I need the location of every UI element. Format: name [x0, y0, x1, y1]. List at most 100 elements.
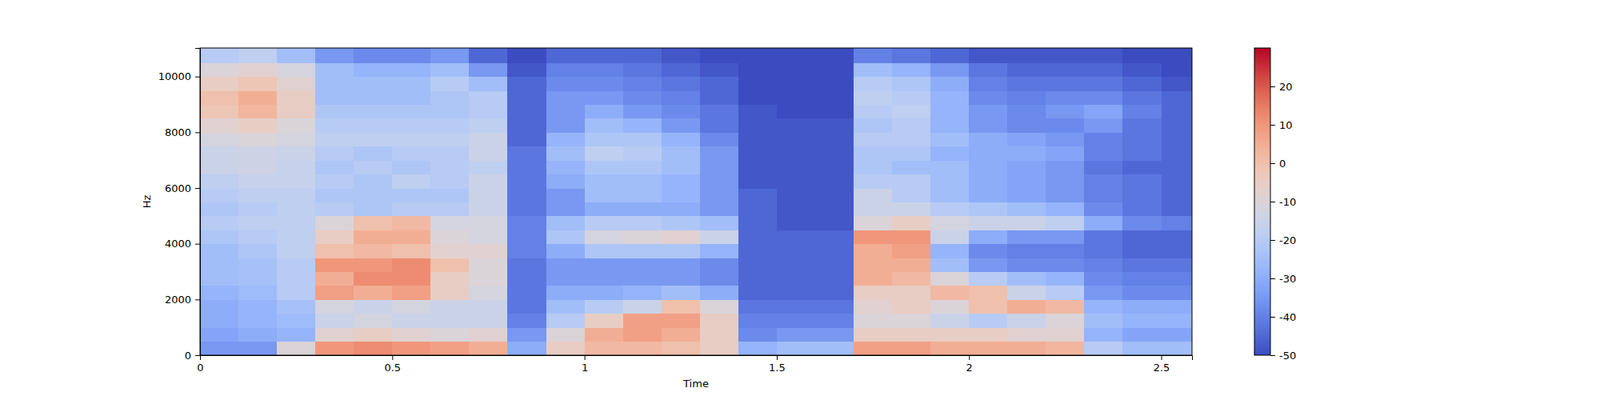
plot-frame — [200, 48, 1192, 356]
cell — [661, 341, 701, 356]
cell — [661, 313, 701, 328]
cell — [776, 272, 816, 287]
cell — [238, 48, 278, 64]
cell — [315, 48, 355, 64]
cell — [200, 48, 240, 64]
cell — [392, 257, 432, 272]
cell — [392, 62, 432, 77]
cell — [776, 160, 816, 175]
tick: 0 — [196, 355, 204, 374]
cell — [892, 48, 932, 64]
cell — [661, 90, 701, 105]
cell — [776, 313, 816, 328]
cell — [1161, 201, 1192, 216]
cell — [392, 104, 432, 120]
cell — [661, 216, 701, 231]
cell — [1084, 62, 1124, 77]
cell — [200, 272, 240, 287]
cell — [623, 272, 663, 287]
cell — [1007, 299, 1047, 314]
cell — [738, 188, 778, 203]
cell — [276, 62, 316, 77]
cell — [776, 188, 816, 203]
cell — [353, 174, 393, 189]
cell — [507, 272, 547, 287]
cell — [968, 272, 1008, 287]
cell — [276, 216, 316, 231]
cell — [200, 299, 240, 314]
cell — [623, 313, 663, 328]
cell — [1084, 244, 1124, 259]
cell — [738, 313, 778, 328]
cell — [815, 341, 855, 356]
cell — [238, 272, 278, 287]
cell — [584, 257, 624, 272]
x-axis: 00.511.522.5 — [196, 355, 1192, 374]
cell — [276, 146, 316, 161]
cell — [507, 146, 547, 161]
cell — [700, 132, 740, 147]
cell — [430, 90, 470, 105]
cell — [546, 229, 586, 244]
cell — [661, 132, 701, 147]
cell — [392, 272, 432, 287]
cell — [200, 146, 240, 161]
cell — [700, 174, 740, 189]
cell — [546, 90, 586, 105]
cell — [738, 160, 778, 175]
cell — [700, 104, 740, 120]
cell — [468, 90, 508, 105]
cell — [1084, 76, 1124, 92]
cell — [353, 48, 393, 64]
cell — [200, 118, 240, 133]
cell — [1007, 257, 1047, 272]
cell — [200, 174, 240, 189]
cell — [430, 104, 470, 120]
tick: 8000 — [164, 126, 200, 139]
cell — [276, 272, 316, 287]
cell — [815, 244, 855, 259]
cell — [238, 341, 278, 356]
cell — [1161, 216, 1192, 231]
tick-label: 0 — [1279, 157, 1286, 170]
cell — [507, 62, 547, 77]
cell — [930, 62, 970, 77]
cell — [1084, 174, 1124, 189]
cell — [623, 188, 663, 203]
cell — [892, 285, 932, 300]
cell — [1122, 313, 1162, 328]
cell — [315, 244, 355, 259]
cell — [238, 132, 278, 147]
cell — [353, 62, 393, 77]
cell — [738, 244, 778, 259]
cell — [392, 244, 432, 259]
cell — [392, 313, 432, 328]
cell — [392, 90, 432, 105]
cell — [968, 90, 1008, 105]
cell — [853, 313, 893, 328]
cell — [1161, 285, 1192, 300]
tick-mark — [1270, 163, 1276, 164]
cell — [276, 341, 316, 356]
cell — [776, 48, 816, 64]
cell — [738, 272, 778, 287]
cell — [430, 244, 470, 259]
cell — [276, 188, 316, 203]
cell — [468, 118, 508, 133]
tick-label: 1.5 — [768, 361, 786, 374]
cell — [546, 76, 586, 92]
tick: 0.5 — [384, 355, 401, 374]
cell — [468, 174, 508, 189]
tick: 10000 — [158, 70, 200, 83]
cell — [468, 132, 508, 147]
cell — [1045, 327, 1085, 342]
tick-label: -30 — [1279, 272, 1296, 285]
cell — [238, 313, 278, 328]
cell — [738, 118, 778, 133]
cell — [584, 146, 624, 161]
cell — [507, 313, 547, 328]
tick: -40 — [1270, 311, 1296, 324]
cell — [430, 132, 470, 147]
cell — [815, 201, 855, 216]
cell — [276, 257, 316, 272]
